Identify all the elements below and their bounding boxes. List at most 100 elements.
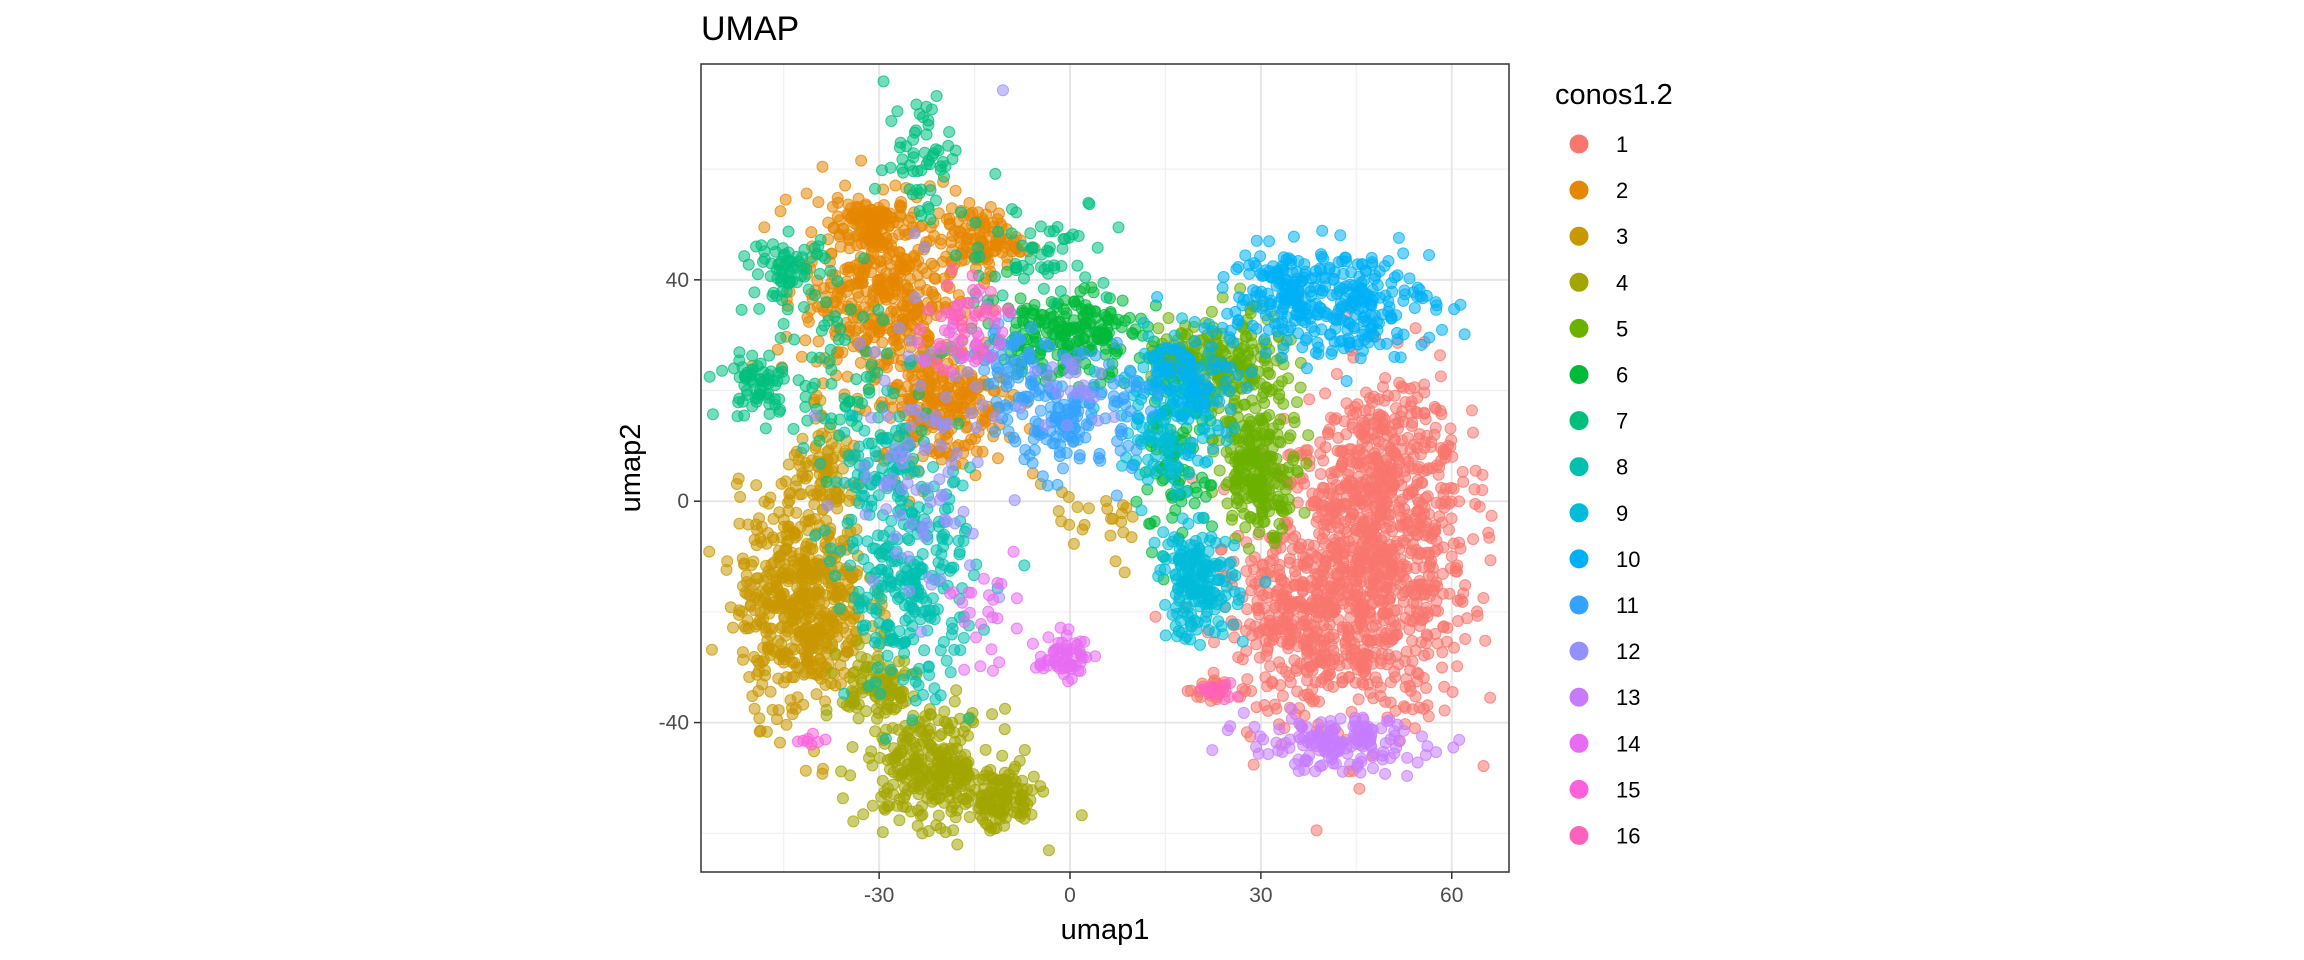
point-cluster-7 bbox=[823, 355, 836, 368]
point-cluster-8 bbox=[898, 647, 911, 660]
point-cluster-1 bbox=[1439, 482, 1452, 495]
point-cluster-1 bbox=[1428, 545, 1441, 558]
point-cluster-1 bbox=[1345, 455, 1358, 468]
point-cluster-1 bbox=[1390, 535, 1403, 548]
point-cluster-5 bbox=[1287, 450, 1300, 463]
point-cluster-7 bbox=[824, 343, 837, 356]
point-cluster-7 bbox=[738, 379, 751, 392]
point-cluster-7 bbox=[808, 289, 821, 302]
point-cluster-3 bbox=[733, 517, 746, 530]
point-cluster-2 bbox=[903, 260, 916, 273]
point-cluster-1 bbox=[1383, 474, 1396, 487]
point-cluster-3 bbox=[734, 491, 747, 503]
point-cluster-1 bbox=[1456, 465, 1469, 478]
point-cluster-7 bbox=[1042, 245, 1055, 258]
point-cluster-5 bbox=[1242, 542, 1255, 555]
point-cluster-7 bbox=[820, 296, 832, 309]
point-cluster-4 bbox=[913, 725, 926, 738]
point-cluster-1 bbox=[1392, 658, 1405, 671]
point-cluster-3 bbox=[799, 764, 812, 777]
point-cluster-2 bbox=[914, 278, 927, 291]
point-cluster-1 bbox=[1241, 673, 1254, 686]
point-cluster-1 bbox=[1394, 560, 1406, 573]
point-cluster-2 bbox=[1004, 239, 1017, 252]
point-cluster-7 bbox=[917, 111, 929, 124]
point-cluster-7 bbox=[748, 286, 761, 299]
point-cluster-8 bbox=[893, 591, 906, 604]
point-cluster-4 bbox=[883, 799, 895, 812]
point-cluster-8 bbox=[853, 440, 866, 453]
point-cluster-3 bbox=[788, 602, 801, 615]
point-cluster-3 bbox=[753, 725, 766, 738]
point-cluster-1 bbox=[1405, 544, 1418, 557]
point-cluster-1 bbox=[1335, 459, 1348, 472]
point-cluster-4 bbox=[999, 702, 1011, 715]
point-cluster-1 bbox=[1344, 511, 1357, 524]
point-cluster-4 bbox=[820, 709, 833, 722]
point-cluster-8 bbox=[1018, 559, 1031, 572]
point-cluster-1 bbox=[1445, 550, 1458, 563]
point-cluster-5 bbox=[1302, 429, 1315, 442]
point-cluster-1 bbox=[1372, 393, 1385, 406]
point-cluster-1 bbox=[1418, 441, 1431, 454]
point-cluster-3 bbox=[769, 576, 782, 589]
point-cluster-3 bbox=[1104, 529, 1117, 542]
point-cluster-2 bbox=[927, 373, 940, 386]
point-cluster-3 bbox=[732, 472, 745, 485]
point-cluster-4 bbox=[871, 712, 883, 725]
point-cluster-3 bbox=[760, 585, 772, 598]
point-cluster-4 bbox=[847, 667, 860, 679]
point-cluster-1 bbox=[1181, 685, 1194, 697]
point-cluster-1 bbox=[1466, 404, 1478, 417]
point-cluster-1 bbox=[1245, 584, 1258, 597]
point-cluster-1 bbox=[1360, 526, 1373, 539]
point-cluster-7 bbox=[813, 434, 826, 447]
point-cluster-3 bbox=[766, 531, 779, 544]
point-cluster-4 bbox=[973, 773, 985, 786]
point-cluster-8 bbox=[869, 542, 882, 555]
point-cluster-8 bbox=[824, 542, 837, 555]
point-cluster-7 bbox=[753, 302, 766, 315]
point-cluster-1 bbox=[1346, 421, 1359, 434]
point-cluster-1 bbox=[1374, 681, 1387, 694]
point-cluster-5 bbox=[1268, 536, 1281, 549]
point-cluster-3 bbox=[783, 488, 796, 500]
point-cluster-7 bbox=[818, 319, 831, 332]
point-cluster-3 bbox=[764, 491, 777, 504]
point-cluster-6 bbox=[1146, 546, 1158, 559]
point-cluster-7 bbox=[869, 182, 881, 195]
point-cluster-7 bbox=[769, 398, 782, 411]
point-cluster-2 bbox=[1026, 467, 1039, 480]
point-cluster-5 bbox=[1271, 428, 1284, 441]
point-cluster-1 bbox=[1356, 537, 1369, 550]
point-cluster-2 bbox=[833, 228, 846, 241]
point-cluster-1 bbox=[1479, 634, 1492, 647]
point-cluster-8 bbox=[875, 592, 888, 605]
point-cluster-2 bbox=[853, 228, 866, 241]
point-cluster-1 bbox=[1409, 722, 1421, 735]
point-cluster-7 bbox=[857, 310, 870, 323]
point-cluster-1 bbox=[1359, 662, 1372, 675]
point-cluster-2 bbox=[893, 269, 906, 282]
point-cluster-3 bbox=[788, 671, 801, 684]
point-cluster-1 bbox=[1319, 441, 1332, 454]
point-cluster-4 bbox=[1037, 785, 1050, 798]
point-cluster-7 bbox=[1010, 206, 1023, 219]
point-cluster-3 bbox=[727, 621, 739, 634]
point-cluster-1 bbox=[1477, 760, 1490, 772]
point-cluster-2 bbox=[873, 273, 885, 286]
point-cluster-7 bbox=[877, 75, 890, 88]
point-cluster-1 bbox=[1444, 422, 1457, 435]
point-cluster-1 bbox=[1361, 633, 1374, 646]
point-cluster-1 bbox=[1369, 500, 1382, 513]
point-cluster-2 bbox=[842, 265, 855, 278]
point-cluster-6 bbox=[1204, 479, 1217, 492]
point-cluster-7 bbox=[930, 90, 943, 102]
point-cluster-3 bbox=[810, 688, 823, 701]
point-cluster-1 bbox=[1410, 597, 1423, 609]
point-cluster-7 bbox=[1071, 259, 1084, 272]
point-cluster-8 bbox=[881, 649, 894, 662]
point-cluster-1 bbox=[1299, 634, 1312, 647]
point-cluster-6 bbox=[1073, 334, 1086, 347]
point-cluster-8 bbox=[885, 663, 897, 676]
